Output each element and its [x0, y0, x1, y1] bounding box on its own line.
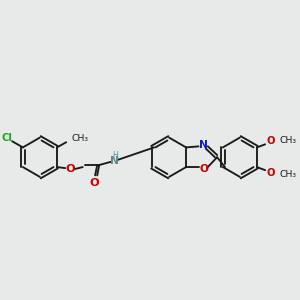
- Text: N: N: [199, 140, 208, 150]
- Text: CH₃: CH₃: [280, 136, 297, 145]
- Text: O: O: [266, 136, 275, 146]
- Text: CH₃: CH₃: [71, 134, 88, 142]
- Text: O: O: [65, 164, 75, 174]
- Text: Cl: Cl: [1, 133, 12, 143]
- Text: CH₃: CH₃: [280, 170, 297, 179]
- Text: H: H: [112, 151, 118, 160]
- Text: O: O: [266, 168, 275, 178]
- Text: O: O: [199, 164, 208, 174]
- Text: N: N: [110, 156, 119, 166]
- Text: O: O: [89, 178, 99, 188]
